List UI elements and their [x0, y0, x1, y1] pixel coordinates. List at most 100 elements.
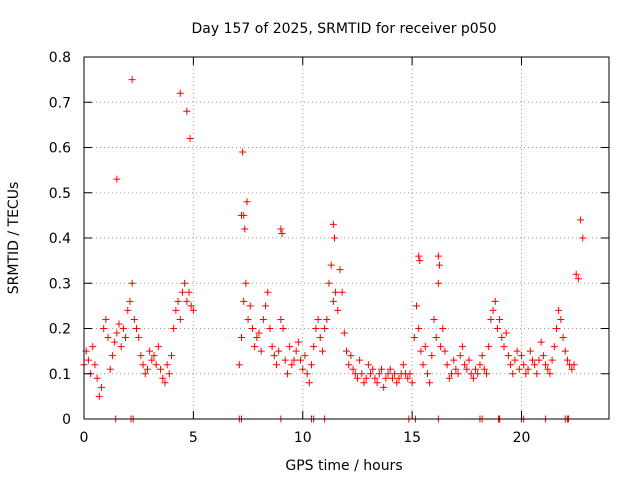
y-axis-label: SRMTID / TECUs [6, 182, 22, 295]
data-point [507, 361, 515, 369]
data-point [343, 347, 350, 355]
data-point [128, 76, 136, 84]
data-point [297, 356, 305, 364]
data-point [483, 370, 490, 378]
data-point [244, 315, 252, 323]
data-point [358, 370, 366, 378]
data-point [281, 356, 289, 364]
data-point [93, 374, 101, 382]
data-point [340, 329, 348, 337]
data-point [504, 352, 512, 360]
data-point [362, 374, 370, 382]
data-point [113, 329, 121, 337]
data-point [273, 361, 280, 369]
data-point [102, 315, 110, 323]
data-point [415, 252, 423, 260]
data-point [493, 325, 501, 332]
data-point [524, 365, 532, 373]
data-point [246, 302, 254, 310]
data-point [124, 306, 132, 314]
data-point [445, 374, 453, 382]
data-point [255, 329, 263, 337]
data-point [301, 352, 309, 360]
data-point [435, 261, 443, 269]
data-point [150, 352, 158, 360]
data-point [178, 288, 186, 296]
data-point [95, 392, 103, 400]
data-point [243, 198, 251, 206]
data-point [526, 347, 534, 355]
data-point [277, 225, 285, 233]
data-point [262, 302, 270, 310]
data-point [238, 211, 245, 219]
data-point [292, 347, 300, 355]
data-point [561, 347, 569, 355]
data-point [312, 325, 320, 332]
tick-labels: 0 0.1 0.2 0.3 0.4 0.5 0.6 0.7 0.8 0 5 10 15 20 [49, 50, 531, 446]
data-point [119, 325, 127, 332]
data-point [371, 374, 379, 382]
data-point [472, 365, 480, 373]
data-point [430, 315, 438, 323]
data-point [553, 325, 560, 332]
data-point [303, 370, 311, 378]
y-tick-label: 0.3 [49, 276, 71, 292]
data-point [441, 347, 449, 355]
data-point [113, 175, 121, 183]
data-point [380, 383, 388, 391]
data-point [299, 365, 307, 373]
data-point [330, 234, 338, 242]
data-point [108, 352, 116, 360]
data-point [467, 370, 475, 378]
data-point [491, 297, 499, 305]
data-point [126, 297, 134, 305]
data-point [104, 334, 112, 342]
data-point [248, 325, 256, 332]
data-point [251, 343, 259, 351]
data-point [321, 325, 329, 332]
data-point [531, 361, 539, 369]
data-point [496, 315, 504, 323]
data-point [489, 306, 497, 314]
data-point [367, 370, 375, 378]
data-point [146, 347, 154, 355]
y-tick-label: 0.8 [49, 50, 71, 66]
data-point [165, 370, 173, 378]
data-point [434, 252, 442, 260]
data-point [338, 288, 346, 296]
data-point [458, 343, 466, 351]
data-point [395, 374, 403, 382]
data-point [454, 370, 462, 378]
data-point [152, 361, 160, 369]
data-point [111, 338, 119, 346]
data-point [469, 374, 477, 382]
data-point [388, 374, 396, 382]
data-point [130, 315, 138, 323]
data-point [478, 352, 486, 360]
data-point [135, 334, 143, 342]
data-points [80, 76, 587, 423]
data-point [181, 279, 189, 287]
data-point [574, 275, 582, 283]
data-point [332, 288, 340, 296]
data-point [128, 279, 136, 287]
data-point [168, 352, 175, 360]
data-point [336, 266, 344, 274]
data-point [378, 365, 385, 373]
data-point [239, 148, 247, 156]
data-point [498, 334, 506, 342]
data-point [270, 352, 278, 360]
data-point [485, 343, 493, 351]
data-point [559, 334, 567, 342]
data-point [465, 356, 473, 364]
data-point [408, 379, 416, 387]
data-point [364, 361, 372, 369]
data-point [533, 370, 541, 378]
data-point [117, 343, 125, 351]
data-point [133, 325, 140, 332]
data-point [268, 343, 276, 351]
data-point [563, 356, 571, 364]
data-point [334, 306, 342, 314]
data-point [283, 370, 291, 378]
